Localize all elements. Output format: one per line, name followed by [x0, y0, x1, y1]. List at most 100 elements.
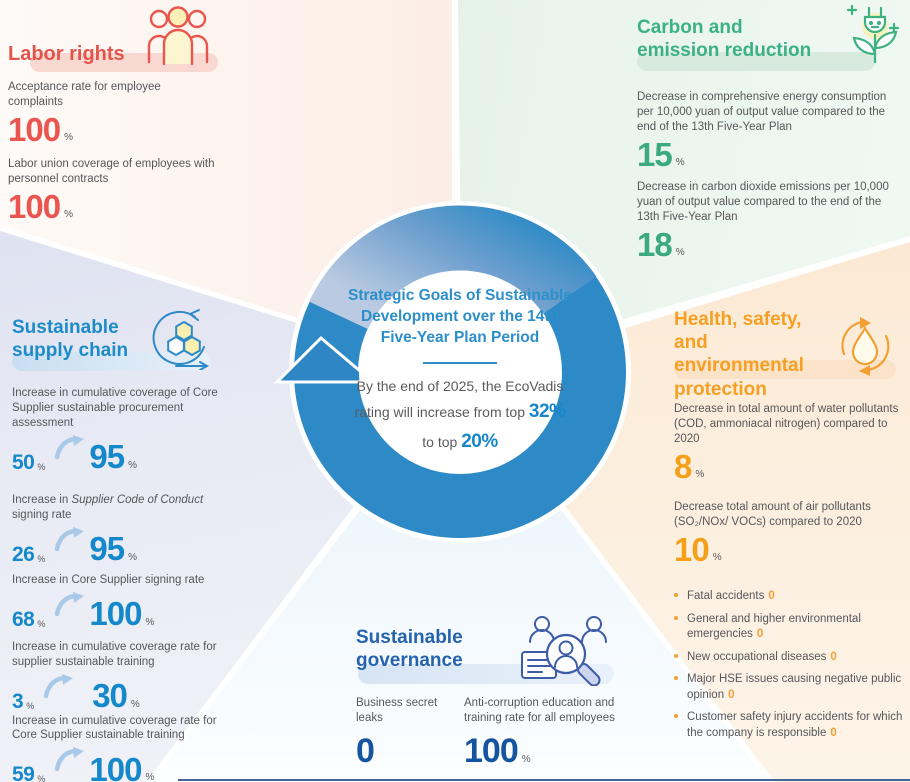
hse-item: Decrease in total amount of water pollut… — [674, 402, 904, 485]
from-value: 68 — [12, 607, 35, 631]
rating-from: 32% — [528, 401, 566, 423]
percent-unit: % — [145, 772, 155, 782]
section-carbon-reduction: Carbon and emission reduction Decrease i… — [637, 4, 900, 263]
hse-item-label: Decrease total amount of air pollutants … — [674, 501, 871, 529]
supply-title: Sustainable supply chain — [12, 317, 129, 362]
supply-header: Sustainable supply chain — [12, 309, 236, 372]
percent-unit: % — [37, 774, 46, 782]
bullet-dot-icon — [674, 714, 678, 719]
center-body-pre: By the end of 2025, the EcoVadis rating … — [354, 377, 564, 421]
percent-unit: % — [675, 247, 685, 259]
carbon-item-label: Decrease in comprehensive energy consump… — [637, 91, 887, 133]
governance-item-value: 100 — [464, 731, 519, 770]
hse-zero-target-list: Fatal accidents 0 General and higher envi… — [674, 589, 904, 741]
hse-title-pill — [674, 360, 896, 379]
hse-item-value: 8 — [674, 447, 692, 485]
labor-item: Labor union coverage of employees with p… — [8, 157, 240, 223]
hse-item-value: 10 — [674, 531, 710, 569]
supply-item-label: Increase in cumulative coverage of Core … — [12, 386, 236, 431]
center-goal-panel: Strategic Goals of Sustainable Developme… — [348, 286, 572, 456]
green-energy-plug-icon — [846, 4, 900, 64]
to-value: 30 — [92, 677, 128, 715]
bullet-dot-icon — [674, 653, 678, 658]
increase-arrow-icon — [55, 526, 85, 551]
bullet-zero-value: 0 — [768, 590, 775, 603]
bullet-text: Major HSE issues causing negative public… — [687, 673, 902, 701]
percent-unit: % — [130, 698, 140, 710]
supply-value-row: 68% 100% — [12, 588, 236, 630]
labor-item-value: 100 — [8, 110, 61, 148]
increase-arrow-icon — [55, 747, 85, 772]
from-value: 50 — [12, 450, 35, 474]
section-supply-chain: Sustainable supply chain Increase in cum… — [12, 309, 236, 782]
governance-items-row: Business secret leaks 0 Anti-corruption … — [356, 696, 622, 768]
from-value: 59 — [12, 763, 35, 782]
supply-value-row: 3% 30% — [12, 670, 236, 712]
carbon-title: Carbon and emission reduction — [637, 17, 812, 62]
bullet-dot-icon — [674, 593, 678, 598]
percent-unit: % — [64, 132, 73, 144]
percent-unit: % — [37, 461, 46, 472]
supply-item-label: Increase in cumulative coverage rate for… — [12, 640, 236, 670]
supply-value-row: 26% 95% — [12, 523, 236, 566]
bullet-dot-icon — [674, 615, 678, 620]
supply-item: Increase in cumulative coverage of Core … — [12, 386, 236, 474]
percent-unit: % — [37, 553, 46, 564]
bullet-zero-value: 0 — [728, 688, 735, 701]
supply-value-row: 59% 100% — [12, 743, 236, 782]
label-italic: Supplier Code of Conduct — [71, 493, 204, 506]
carbon-item-value-row: 15 % — [637, 135, 899, 173]
hse-header: Health, safety, and environmental protec… — [674, 308, 904, 400]
labor-item-value-row: 100 % — [8, 110, 240, 148]
governance-item-value-row: 100 % — [464, 731, 622, 767]
hse-bullet: Fatal accidents 0 — [674, 589, 904, 605]
labor-header: Labor rights — [8, 6, 240, 72]
carbon-item-label: Decrease in carbon dioxide emissions per… — [637, 181, 889, 224]
section-governance: Sustainable governance Business secret l… — [356, 616, 622, 768]
increase-arrow-icon — [43, 673, 74, 698]
labor-item-value-row: 100 % — [8, 190, 240, 223]
carbon-item-value-row: 18 % — [637, 225, 899, 263]
rating-to: 20% — [461, 430, 498, 452]
carbon-title-pill — [637, 52, 875, 71]
hse-item-label: Decrease in total amount of water pollut… — [674, 403, 899, 445]
supply-item: Increase in Core Supplier signing rate 6… — [12, 573, 236, 631]
governance-item-value-row: 0 — [356, 731, 464, 767]
percent-unit: % — [521, 753, 531, 765]
bullet-dot-icon — [674, 676, 678, 681]
bullet-zero-value: 0 — [830, 726, 837, 739]
carbon-item-value: 15 — [637, 135, 673, 173]
supply-value-row: 50% 95% — [12, 431, 236, 474]
percent-unit: % — [37, 618, 46, 629]
supply-item-label: Increase in Supplier Code of Conduct sig… — [12, 493, 236, 523]
cycle-arrowhead — [273, 335, 378, 384]
hse-title: Health, safety, and environmental protec… — [674, 309, 804, 400]
governance-item-label: Business secret leaks — [356, 697, 438, 724]
governance-header: Sustainable governance — [356, 616, 622, 686]
hse-bullet: New occupational diseases 0 — [674, 650, 904, 666]
center-body: By the end of 2025, the EcoVadis rating … — [348, 376, 572, 457]
bullet-text: New occupational diseases — [687, 650, 827, 663]
governance-title: Sustainable governance — [356, 627, 463, 672]
supply-item-label: Increase in cumulative coverage rate for… — [12, 714, 236, 744]
carbon-item: Decrease in comprehensive energy consump… — [637, 90, 899, 173]
carbon-header: Carbon and emission reduction — [637, 4, 900, 72]
labor-title: Labor rights — [8, 43, 125, 65]
label-text: Increase in cumulative coverage rate for… — [12, 714, 217, 742]
hse-bullet: Major HSE issues causing negative public… — [674, 672, 904, 703]
carbon-item-value: 18 — [637, 225, 673, 263]
hse-item: Decrease total amount of air pollutants … — [674, 500, 904, 569]
from-value: 26 — [12, 542, 35, 566]
hse-bullet: General and higher environmental emergen… — [674, 612, 904, 643]
percent-unit: % — [26, 700, 35, 711]
section-hse: Health, safety, and environmental protec… — [674, 308, 904, 749]
label-text: Increase in — [12, 493, 72, 506]
to-value: 100 — [89, 751, 142, 782]
hse-bullet: Customer safety injury accidents for whi… — [674, 710, 904, 741]
percent-unit: % — [128, 551, 137, 563]
bullet-text: General and higher environmental emergen… — [687, 612, 861, 641]
water-recycle-icon — [841, 317, 890, 376]
supply-item: Increase in Supplier Code of Conduct sig… — [12, 493, 236, 566]
supply-chain-cycle-icon — [152, 309, 210, 370]
